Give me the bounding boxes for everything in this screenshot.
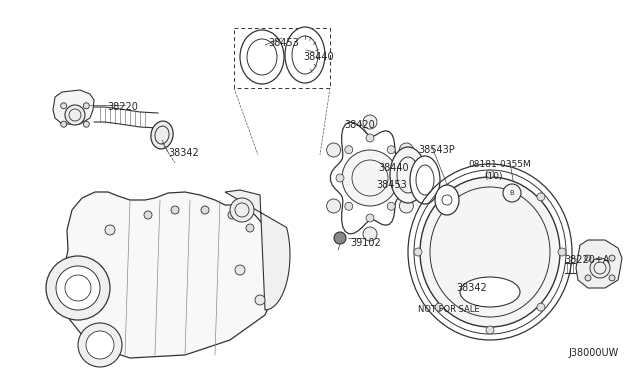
Circle shape bbox=[396, 174, 404, 182]
Circle shape bbox=[228, 211, 236, 219]
Text: 38453: 38453 bbox=[376, 180, 407, 190]
Circle shape bbox=[255, 295, 265, 305]
Circle shape bbox=[46, 256, 110, 320]
Text: J38000UW: J38000UW bbox=[568, 348, 618, 358]
Text: 38543P: 38543P bbox=[418, 145, 455, 155]
Circle shape bbox=[609, 255, 615, 261]
Circle shape bbox=[83, 121, 90, 127]
Text: 38220+A: 38220+A bbox=[564, 255, 609, 265]
Ellipse shape bbox=[285, 27, 325, 83]
Circle shape bbox=[399, 199, 413, 213]
Text: B: B bbox=[509, 190, 515, 196]
Circle shape bbox=[609, 275, 615, 281]
Circle shape bbox=[334, 232, 346, 244]
Ellipse shape bbox=[390, 147, 426, 203]
Circle shape bbox=[345, 146, 353, 154]
Circle shape bbox=[246, 224, 254, 232]
Circle shape bbox=[590, 258, 610, 278]
Text: 39102: 39102 bbox=[350, 238, 381, 248]
Ellipse shape bbox=[151, 121, 173, 149]
Circle shape bbox=[366, 134, 374, 142]
Text: 38220: 38220 bbox=[107, 102, 138, 112]
Polygon shape bbox=[225, 190, 290, 310]
Circle shape bbox=[230, 198, 254, 222]
Circle shape bbox=[144, 211, 152, 219]
Circle shape bbox=[345, 202, 353, 210]
Circle shape bbox=[83, 103, 90, 109]
Circle shape bbox=[105, 225, 115, 235]
Text: NOT FOR SALE: NOT FOR SALE bbox=[418, 305, 479, 314]
Circle shape bbox=[65, 105, 85, 125]
Circle shape bbox=[366, 214, 374, 222]
Ellipse shape bbox=[240, 30, 284, 84]
Circle shape bbox=[235, 265, 245, 275]
Circle shape bbox=[537, 193, 545, 201]
Circle shape bbox=[414, 248, 422, 256]
Circle shape bbox=[61, 121, 67, 127]
Polygon shape bbox=[53, 90, 94, 124]
Circle shape bbox=[503, 184, 521, 202]
Text: 38440: 38440 bbox=[303, 52, 333, 62]
Circle shape bbox=[56, 266, 100, 310]
Ellipse shape bbox=[410, 156, 440, 204]
Circle shape bbox=[486, 326, 494, 334]
Ellipse shape bbox=[460, 277, 520, 307]
Text: (10): (10) bbox=[484, 172, 502, 181]
Circle shape bbox=[201, 206, 209, 214]
Circle shape bbox=[486, 170, 494, 178]
Circle shape bbox=[387, 202, 396, 210]
Ellipse shape bbox=[420, 177, 560, 327]
Circle shape bbox=[399, 143, 413, 157]
Polygon shape bbox=[62, 192, 280, 358]
Circle shape bbox=[558, 248, 566, 256]
Circle shape bbox=[585, 255, 591, 261]
Circle shape bbox=[363, 115, 377, 129]
Circle shape bbox=[342, 150, 398, 206]
Circle shape bbox=[171, 206, 179, 214]
Text: 08181-0355M: 08181-0355M bbox=[468, 160, 531, 169]
Text: 38420: 38420 bbox=[344, 120, 375, 130]
Circle shape bbox=[61, 103, 67, 109]
Circle shape bbox=[435, 303, 443, 311]
Circle shape bbox=[326, 199, 340, 213]
Text: 38453: 38453 bbox=[268, 38, 299, 48]
Text: 38440: 38440 bbox=[378, 163, 408, 173]
Circle shape bbox=[363, 227, 377, 241]
Circle shape bbox=[537, 303, 545, 311]
Text: 38342: 38342 bbox=[456, 283, 487, 293]
Circle shape bbox=[78, 323, 122, 367]
Circle shape bbox=[326, 143, 340, 157]
Polygon shape bbox=[576, 240, 622, 288]
Circle shape bbox=[435, 193, 443, 201]
Text: 38342: 38342 bbox=[168, 148, 199, 158]
Circle shape bbox=[585, 275, 591, 281]
Circle shape bbox=[86, 331, 114, 359]
Circle shape bbox=[387, 146, 396, 154]
Ellipse shape bbox=[435, 185, 459, 215]
Circle shape bbox=[336, 174, 344, 182]
